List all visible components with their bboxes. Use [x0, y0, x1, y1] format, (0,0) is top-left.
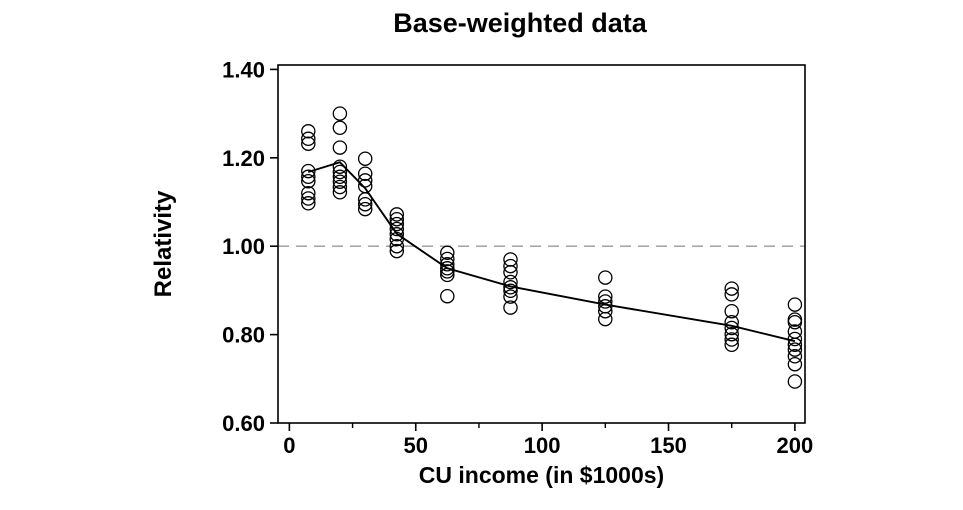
data-point: [389, 243, 405, 259]
data-point: [332, 159, 348, 174]
data-point: [503, 300, 518, 315]
data-point: [503, 274, 518, 290]
data-point: [598, 270, 613, 285]
data-point: [440, 264, 455, 279]
data-point: [389, 227, 405, 242]
x-tick-label: 200: [777, 433, 814, 458]
data-point: [440, 261, 455, 276]
data-point: [598, 311, 613, 327]
data-point: [440, 288, 455, 304]
data-point: [724, 332, 739, 347]
data-point: [357, 166, 373, 181]
trend-line: [308, 161, 796, 343]
data-point: [357, 196, 373, 212]
y-tick-label: 1.40: [222, 57, 265, 82]
data-point: [332, 179, 348, 195]
data-point: [301, 196, 316, 211]
data-point: [724, 281, 739, 296]
y-tick-label: 0.60: [222, 411, 265, 436]
data-point: [503, 265, 518, 280]
data-point: [724, 303, 739, 319]
data-point: [787, 374, 803, 389]
data-point: [787, 324, 803, 339]
data-point: [440, 251, 455, 267]
data-point: [787, 297, 803, 312]
y-tick-label: 0.80: [222, 323, 265, 348]
data-point: [598, 294, 613, 309]
data-point: [503, 258, 518, 274]
data-point: [332, 174, 348, 189]
data-point: [332, 185, 348, 200]
data-point: [598, 289, 613, 304]
data-point: [787, 314, 803, 330]
data-point: [724, 314, 739, 330]
data-point: [301, 163, 316, 179]
data-point: [787, 356, 803, 372]
data-point: [301, 131, 316, 147]
data-point: [301, 136, 316, 151]
data-point: [301, 185, 316, 201]
data-point: [724, 287, 739, 302]
data-point: [357, 151, 373, 166]
chart-title: Base-weighted data: [393, 8, 647, 38]
plot-border: [277, 64, 806, 424]
data-point: [332, 120, 348, 136]
x-tick-label: 150: [650, 433, 687, 458]
data-point: [440, 245, 455, 261]
data-point: [503, 289, 518, 304]
data-point: [357, 178, 373, 194]
x-tick-label: 50: [404, 433, 428, 458]
data-point: [724, 326, 739, 342]
data-point: [332, 140, 348, 155]
x-tick-label: 100: [524, 433, 561, 458]
x-axis-title: CU income (in $1000s): [418, 462, 665, 488]
y-tick-label: 1.00: [222, 234, 265, 259]
data-point: [357, 201, 373, 217]
data-point: [389, 221, 405, 237]
data-point: [301, 169, 316, 185]
data-point: [301, 124, 316, 139]
data-point: [389, 211, 405, 227]
data-point: [787, 349, 803, 364]
data-point: [332, 164, 348, 180]
data-point: [787, 337, 803, 353]
data-point: [503, 283, 518, 299]
data-point: [389, 207, 405, 222]
data-point: [301, 191, 316, 206]
data-point: [301, 173, 316, 189]
data-point: [389, 238, 405, 254]
y-tick-label: 1.20: [222, 146, 265, 171]
data-point: [724, 337, 739, 353]
data-point: [787, 342, 803, 357]
x-tick-label: 0: [283, 433, 295, 458]
data-point: [332, 106, 348, 121]
data-point: [332, 169, 348, 185]
